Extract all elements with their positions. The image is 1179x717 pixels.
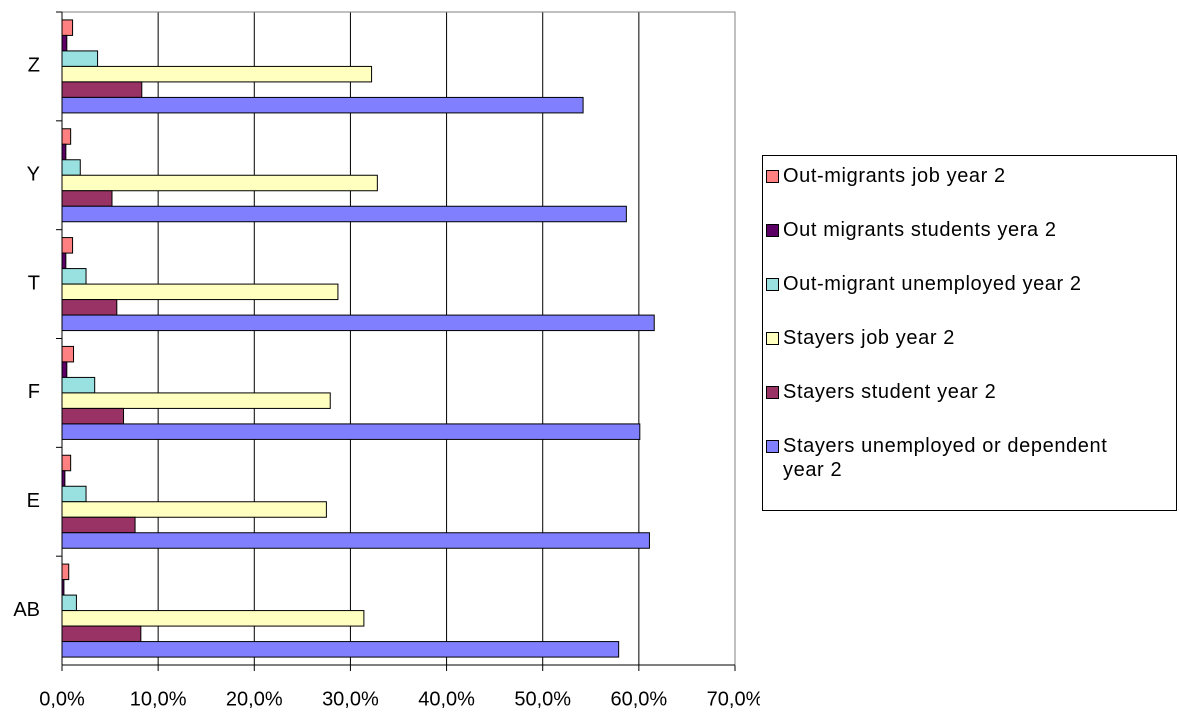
legend-swatch [766,440,779,453]
bar [61,205,627,223]
legend-entry: Stayers student year 2 [766,380,1176,434]
legend-entry: Out-migrants job year 2 [766,164,1176,218]
bar [61,485,87,503]
bar [61,81,143,98]
x-tick-label: 0,0% [39,688,85,710]
bar [61,159,81,176]
bar [61,516,136,534]
x-tick-label: 50,0% [514,688,571,710]
x-tick-label: 40,0% [418,688,475,710]
y-tick-label: T [28,272,40,294]
legend-entry: Out migrants students yera 2 [766,218,1176,272]
bar [61,641,620,658]
bar [61,128,72,145]
x-tick-label: 60,0% [610,688,667,710]
x-tick-label: 10,0% [130,688,187,710]
bar [61,563,70,581]
bar [61,190,113,207]
y-tick-label: AB [13,599,40,621]
legend-label: Stayers job year 2 [783,327,955,349]
legend-swatch [766,224,779,237]
bar [61,532,650,549]
y-tick-label: E [27,490,40,512]
bar [61,501,327,518]
legend-label: Out migrants students yera 2 [783,219,1057,241]
legend-label: Out-migrants job year 2 [783,165,1006,187]
legend-entry: Stayers unemployed or dependent year 2 [766,434,1176,488]
bar [61,252,67,270]
legend-label: Stayers unemployed or dependent year 2 [783,435,1108,481]
bar [61,237,74,254]
legend-label: Stayers student year 2 [783,381,997,403]
x-tick-label: 70,0% [707,688,760,710]
legend-swatch [766,386,779,399]
bar [61,50,99,67]
bar [61,392,331,409]
chart: 0,0% 10,0% 20,0% 30,0% 40,0% 50,0% 60,0% 70,0% A… [13,11,760,710]
bar [61,65,373,83]
bar [61,345,75,363]
y-tick-label: Y [27,164,40,186]
bar [61,594,77,612]
bar [61,314,655,332]
bar [61,454,72,472]
x-tick-label: 30,0% [322,688,379,710]
bar [61,283,339,301]
y-tick-label: Z [28,55,40,77]
bar [61,361,68,378]
legend-swatch [766,332,779,345]
bar [61,268,87,285]
bar [61,376,96,394]
legend-entry: Out-migrant unemployed year 2 [766,272,1176,326]
bar [61,34,68,52]
bar [61,423,641,440]
legend-swatch [766,278,779,291]
bar [61,299,118,316]
bar [61,174,378,192]
legend-swatch [766,170,779,183]
bar [61,143,67,161]
x-tick-label: 20,0% [226,688,283,710]
bar [61,625,142,643]
y-tick-label: F [28,381,40,403]
legend-entry: Stayers job year 2 [766,326,1176,380]
bar [61,96,584,114]
legend: Out-migrants job year 2 Out migrants stud… [762,155,1177,511]
legend-label: Out-migrant unemployed year 2 [783,273,1082,295]
bar [61,19,74,36]
bar [61,407,125,425]
bar [61,610,365,627]
